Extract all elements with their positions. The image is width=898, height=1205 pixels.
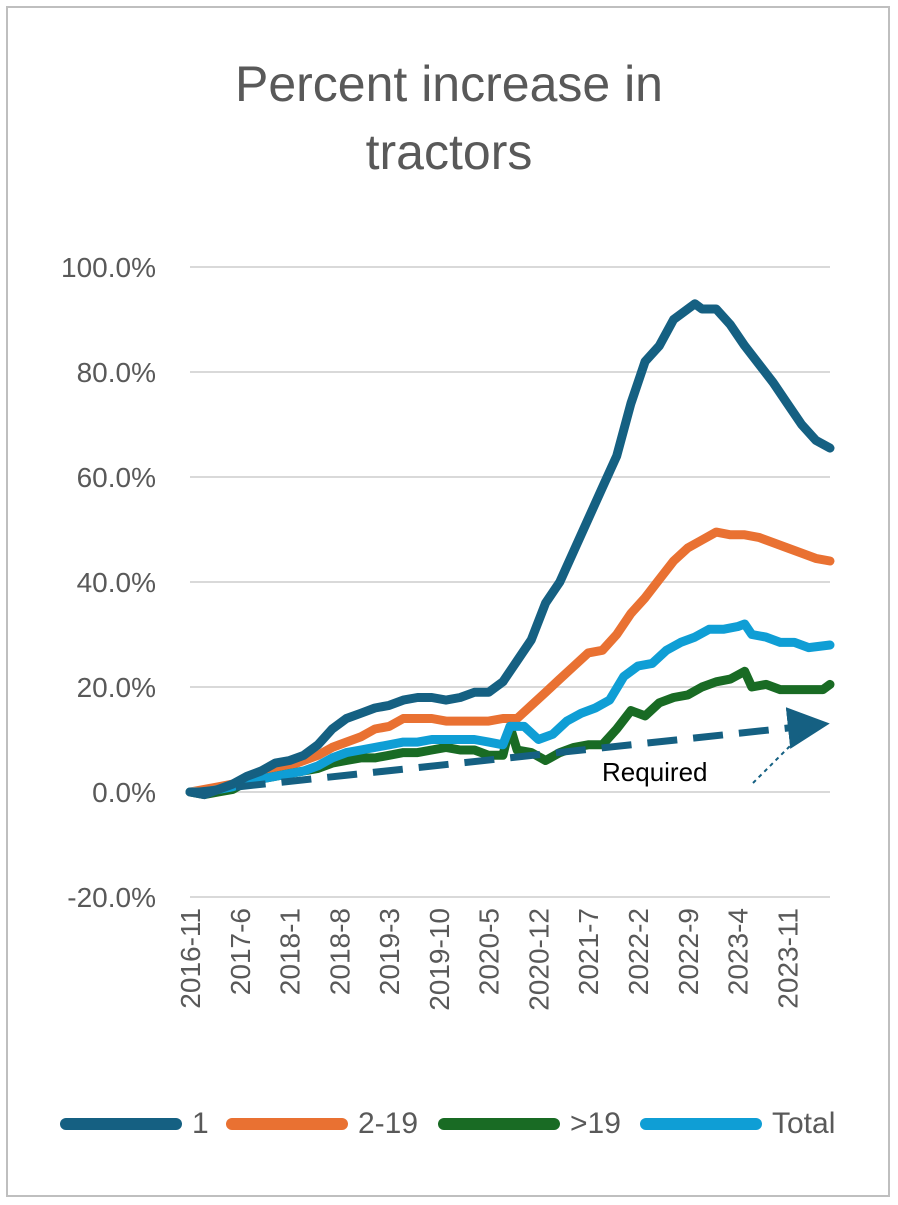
x-tick-label: 2017-6 [225,908,256,995]
legend-label: >19 [570,1107,621,1140]
y-tick-label: 40.0% [77,567,156,598]
series-line-2-19 [185,527,835,797]
y-tick-label: 0.0% [92,777,156,808]
series-line-total [185,619,835,797]
legend-item: Total [640,1104,835,1144]
legend-item: >19 [438,1104,621,1144]
x-tick-label: 2016-11 [175,908,206,1009]
x-tick-label: 2020-5 [474,908,505,995]
x-tick-label: 2019-3 [374,908,405,995]
legend-label: Total [772,1107,836,1140]
x-tick-label: 2019-10 [424,908,455,1011]
x-tick-label: 2022-2 [623,908,654,995]
y-tick-label: 20.0% [77,672,156,703]
required-label-pointer [752,723,813,784]
legend-swatch [60,1118,182,1130]
legend-item: 1 [60,1104,209,1144]
chart-title: Percent increase in tractors [0,50,898,186]
x-tick-label: 2023-4 [723,908,754,995]
legend-label: 1 [192,1107,209,1140]
series-line-1 [185,299,835,800]
chart-title-line-1: Percent increase in [234,56,663,112]
x-tick-label: 2021-7 [573,908,604,995]
legend-item: 2-19 [226,1104,418,1144]
x-tick-label: 2022-9 [673,908,704,995]
y-tick-label: -20.0% [67,882,156,913]
chart-legend: 1 2-19 >19 Total [0,1104,898,1144]
legend-label: 2-19 [358,1107,419,1140]
y-tick-label: 60.0% [77,462,156,493]
x-tick-label: 2018-1 [275,908,306,995]
chart-frame [6,6,890,1197]
y-tick-label: 100.0% [61,252,156,283]
required-annotation-label: Required [602,757,708,787]
x-tick-label: 2023-11 [772,908,803,1009]
legend-swatch [226,1118,348,1130]
chart-title-line-2: tractors [365,124,533,180]
x-tick-label: 2020-12 [523,908,554,1011]
y-tick-label: 80.0% [77,357,156,388]
required-trend-arrow [189,707,830,796]
x-tick-label: 2018-8 [324,908,355,995]
legend-swatch [438,1118,560,1130]
legend-swatch [640,1118,762,1130]
